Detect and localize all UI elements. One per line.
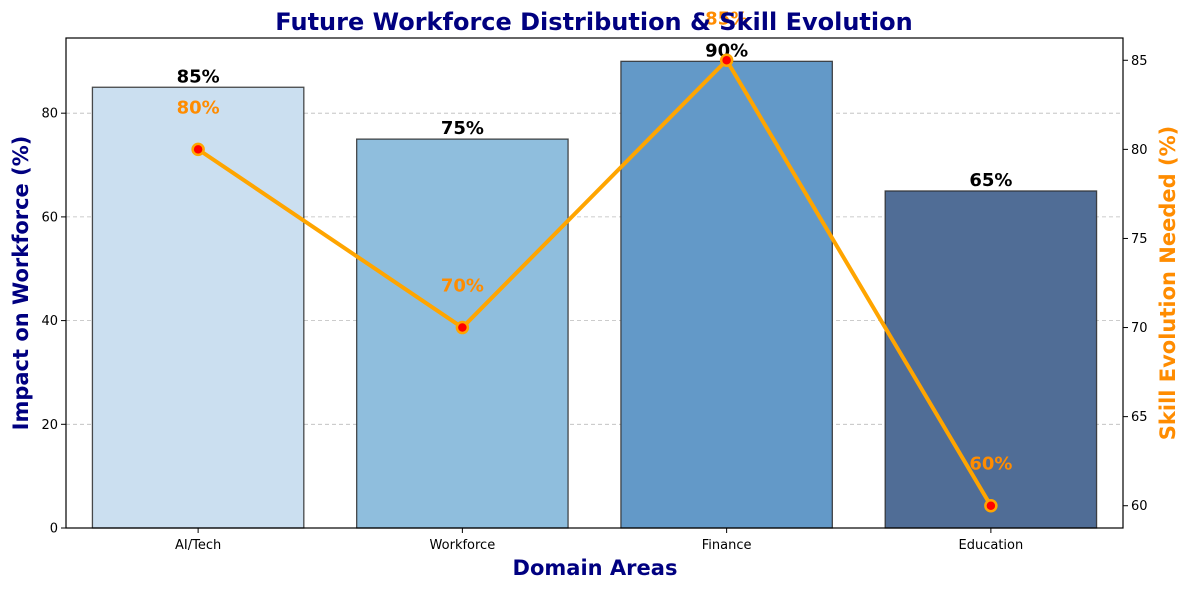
x-tick-label: Education [959, 538, 1024, 553]
y-tick-label: 20 [41, 418, 58, 433]
y2-tick-label: 60 [1131, 499, 1148, 514]
chart-title: Future Workforce Distribution & Skill Ev… [275, 8, 912, 36]
line-value-label: 80% [177, 97, 220, 118]
bar-labels-layer: 85% 75% 90% 65% [177, 40, 1013, 191]
y-tick-label: 60 [41, 210, 58, 225]
line-value-label: 70% [441, 276, 484, 297]
line-layer [191, 53, 998, 513]
bar [620, 60, 833, 529]
plot-frame [65, 37, 1124, 529]
line-value-label: 85% [705, 8, 748, 29]
line-point [984, 498, 998, 513]
y-tick-label: 40 [41, 314, 58, 329]
bar [884, 190, 1098, 529]
line-value-label: 60% [969, 454, 1012, 475]
line-labels-layer: 80% 70% 85% 60% [177, 8, 1013, 474]
line-point [719, 53, 734, 68]
y-axis-label: Impact on Workforce (%) [9, 136, 33, 431]
y-tick-label: 80 [41, 107, 58, 122]
bar-value-label: 85% [177, 66, 220, 87]
line-point [191, 142, 205, 157]
ticks-layer: 0 20 40 60 80 60 65 70 75 80 85 AI/Tech Workforce Fin… [41, 54, 1147, 553]
bar [91, 86, 305, 529]
y2-axis-label: Skill Evolution Needed (%) [1156, 126, 1180, 440]
y2-tick-label: 75 [1131, 232, 1148, 247]
bar-value-label: 90% [705, 40, 748, 61]
x-axis-label: Domain Areas [513, 556, 678, 580]
bars-layer [91, 60, 1098, 529]
bar-value-label: 75% [441, 118, 484, 139]
line-point [455, 320, 470, 335]
x-tick-label: Workforce [430, 538, 496, 553]
x-tick-label: AI/Tech [175, 538, 221, 553]
bar-value-label: 65% [969, 170, 1012, 191]
y-tick-label: 0 [50, 522, 58, 537]
y2-tick-label: 80 [1131, 143, 1148, 158]
y2-tick-label: 65 [1131, 410, 1148, 425]
y2-tick-label: 70 [1131, 321, 1148, 336]
skill-evolution-line [197, 58, 993, 507]
x-tick-label: Finance [702, 538, 752, 553]
y2-tick-label: 85 [1131, 54, 1148, 69]
